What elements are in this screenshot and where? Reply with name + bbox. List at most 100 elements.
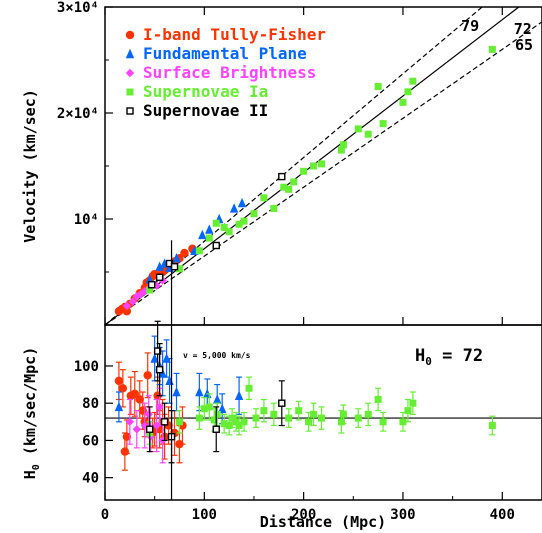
i-band-tully-fisher-point [122, 307, 132, 316]
supernovae-ia-point [374, 83, 382, 90]
supernovae-ia-point [235, 220, 243, 228]
supernovae-ia-point [146, 286, 154, 294]
fundamental-plane-h0-point [172, 386, 181, 397]
supernovae-ia-point [270, 204, 278, 212]
supernovae-ia-point [205, 234, 213, 242]
bottom-x-tick-label: 0 [101, 507, 109, 523]
supernovae-ia-point [285, 185, 293, 193]
supernovae-ia-h0-point [260, 407, 268, 415]
supernovae-ia-h0-point [240, 418, 248, 426]
supernovae-ii-point [212, 241, 220, 250]
supernovae-ia-point [354, 125, 362, 133]
i-band-tully-fisher-h0-point [118, 384, 128, 393]
fundamental-plane-point [229, 203, 239, 213]
supernovae-ia-h0-point [232, 418, 240, 426]
supernovae-ia-h0-point [235, 422, 243, 430]
supernovae-ia-h0-point [339, 410, 347, 418]
fundamental-plane-h0-point [114, 401, 124, 412]
supernovae-ia-point [379, 120, 387, 128]
supernovae-ia-h0-point [245, 384, 253, 392]
legend-label-supernovae-ia: Supernovae Ia [143, 82, 268, 101]
supernovae-ia-h0-point [195, 414, 203, 422]
h0-value-annotation: H0 = 72 [415, 346, 483, 368]
supernovae-ii-h0-point [278, 399, 286, 407]
i-band-tully-fisher-h0-point [143, 371, 152, 380]
hubble-constant-panel: 40 60 80 100 0 100 200 300 400 H0 = 72 v = 5,000… [21, 320, 542, 531]
i-band-tully-fisher-h0-point [120, 447, 130, 456]
bottom-panel-ticks: 40 60 80 100 0 100 200 300 400 [74, 359, 515, 523]
supernovae-ii-h0-point [153, 347, 162, 355]
fundamental-plane-h0-point [217, 403, 227, 413]
surface-brightness-h0-point [144, 410, 153, 419]
supernovae-ii-h0-point [145, 425, 154, 433]
legend-marker-supernovae-ii [126, 107, 134, 115]
fundamental-plane-h0-point [195, 386, 204, 397]
supernovae-ii-point [170, 263, 179, 271]
top-y-tick-label: 3×10⁴ [57, 0, 99, 16]
surface-brightness-h0-point [125, 417, 135, 427]
legend-label-i-band-tully-fisher: I-band Tully-Fisher [143, 25, 326, 44]
supernovae-ia-point [339, 141, 347, 149]
bottom-panel-data-points [114, 320, 496, 471]
supernovae-ia-h0-point [285, 414, 293, 422]
top-panel-ticks: 10⁴ 2×10⁴ 3×10⁴ [57, 0, 503, 325]
supernovae-ii-point [147, 281, 156, 289]
supernovae-ia-point [175, 265, 183, 273]
surface-brightness-point [128, 297, 138, 306]
supernovae-ia-h0-point [488, 422, 496, 430]
line-label-79: 79 [461, 17, 479, 35]
fundamental-plane-point [237, 197, 247, 208]
supernovae-ia-point [337, 146, 345, 154]
supernovae-ia-point [220, 223, 228, 231]
supernovae-ia-h0-point [228, 414, 236, 422]
velocity-marker-label: v = 5,000 km/s [183, 351, 251, 360]
bottom-x-tick-label: 300 [390, 507, 415, 523]
distance-axis-label: Distance (Mpc) [260, 513, 386, 531]
supernovae-ia-h0-point [305, 418, 313, 426]
supernovae-ia-h0-point [252, 414, 260, 422]
i-band-tully-fisher-h0-point [130, 389, 139, 399]
supernovae-ia-point [225, 228, 233, 236]
supernovae-ia-h0-point [318, 414, 326, 422]
bottom-y-tick-label: 40 [82, 471, 99, 487]
supernovae-ia-h0-point [210, 416, 218, 424]
supernovae-ia-h0-point [225, 422, 233, 430]
bottom-x-tick-label: 200 [291, 507, 316, 523]
fundamental-plane-point [155, 261, 164, 271]
supernovae-ia-point [318, 160, 326, 168]
supernovae-ia-point [409, 77, 417, 85]
legend-label-supernovae-ii: Supernovae II [143, 101, 268, 120]
supernovae-ia-h0-point [379, 418, 387, 426]
surface-brightness-point [122, 301, 132, 311]
fundamental-plane-h0-point [150, 353, 159, 363]
supernovae-ia-h0-point [354, 414, 362, 422]
supernovae-ia-h0-point [213, 410, 221, 418]
supernovae-ia-point [280, 183, 288, 191]
supernovae-ia-h0-point [404, 407, 412, 415]
i-band-tully-fisher-h0-point [114, 376, 124, 386]
legend-label-surface-brightness: Surface Brightness [143, 63, 316, 82]
supernovae-ia-point [290, 178, 298, 186]
bottom-plot-frame [104, 324, 542, 501]
supernovae-ia-point [260, 194, 268, 202]
supernovae-ia-h0-point [409, 399, 417, 407]
supernovae-ii-h0-point [212, 425, 220, 433]
bottom-x-tick-label: 400 [490, 507, 515, 523]
line-label-72: 72 [514, 20, 532, 38]
supernovae-ia-h0-point [337, 418, 345, 426]
top-y-tick-label: 2×10⁴ [57, 106, 99, 122]
legend-marker-fundamental-plane [125, 48, 135, 59]
supernovae-ia-point [300, 167, 308, 175]
supernovae-ii-point [155, 273, 164, 281]
hubble-line-65 [104, 21, 542, 326]
legend-marker-surface-brightness [125, 68, 135, 78]
supernovae-ia-point [250, 210, 258, 218]
bottom-y-tick-label: 100 [74, 359, 99, 375]
surface-brightness-point [136, 290, 145, 299]
surface-brightness-h0-point [132, 425, 141, 434]
fundamental-plane-point [198, 229, 207, 240]
supernovae-ia-point [212, 219, 220, 227]
